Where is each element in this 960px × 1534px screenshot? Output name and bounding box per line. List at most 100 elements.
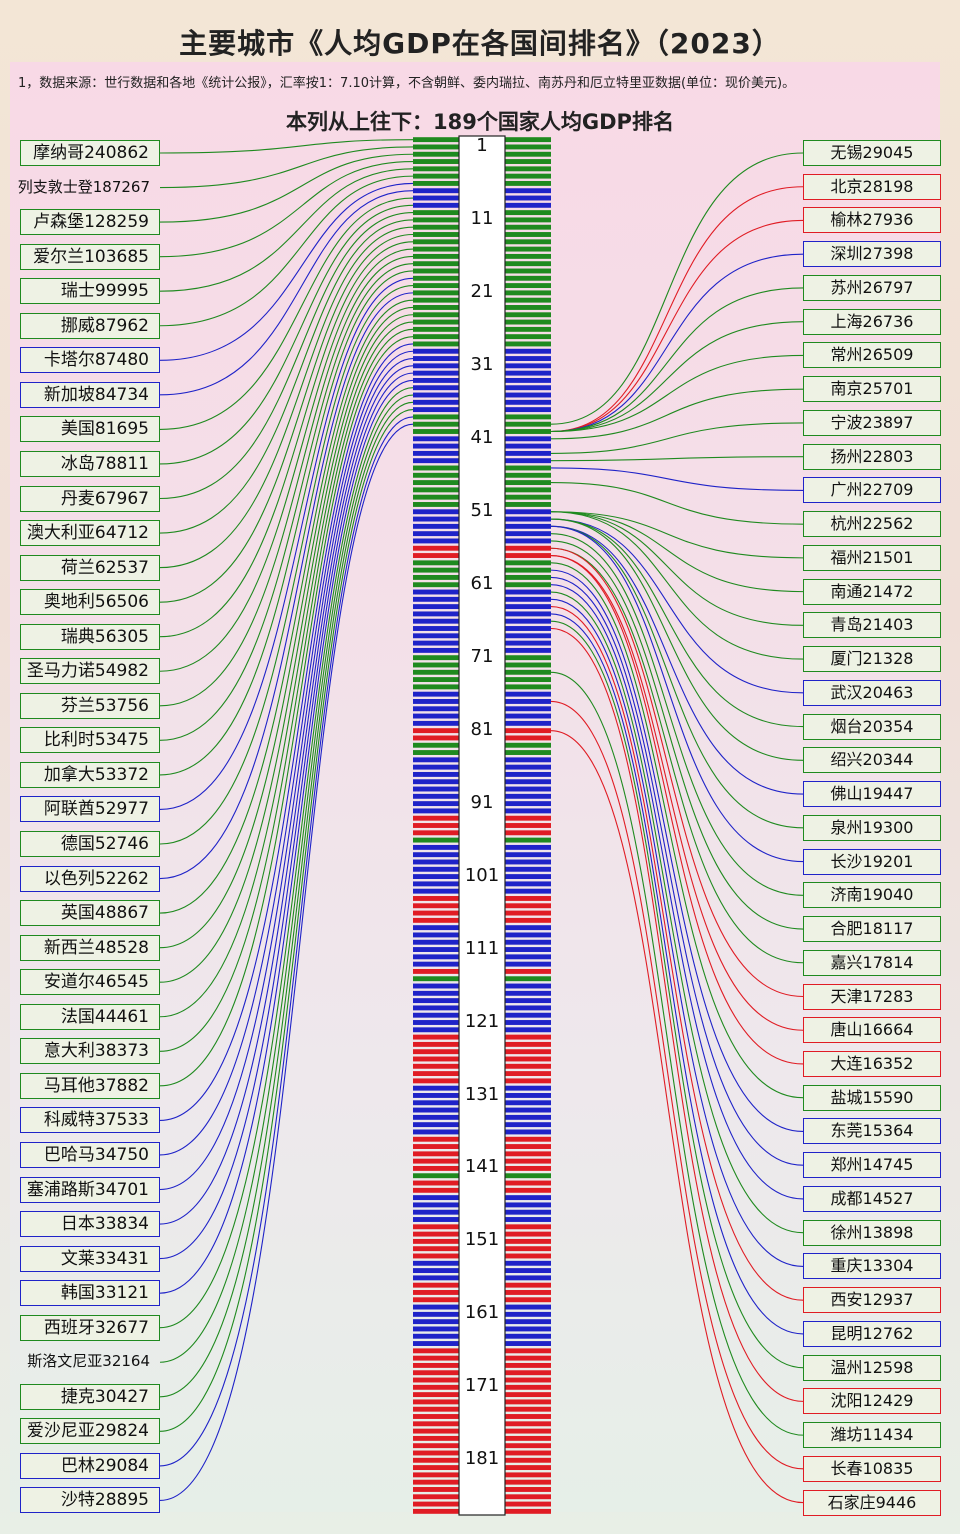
country-connector: [159, 263, 414, 741]
city-label: 合肥18117: [803, 916, 941, 943]
rank-stripe-left: [413, 1144, 459, 1149]
rank-stripe-left: [413, 253, 459, 259]
city-label: 盐城15590: [803, 1084, 941, 1111]
rank-stripe-left: [413, 1487, 459, 1492]
rank-stripe-right: [505, 356, 551, 361]
rank-tick-label: 161: [464, 1302, 500, 1324]
city-connector: [550, 518, 804, 694]
rank-stripe-right: [505, 1268, 551, 1274]
country-connector: [159, 365, 414, 1225]
rank-stripe-right: [505, 844, 551, 850]
rank-stripe-left: [413, 1362, 459, 1368]
rank-stripe-left: [413, 173, 459, 179]
source-note: 1，数据来源：世行数据和各地《统计公报》，汇率按1：7.10计算，不含朝鲜、委内…: [18, 76, 796, 91]
city-connector: [550, 613, 804, 1335]
country-connector: [159, 233, 414, 603]
rank-stripe-right: [505, 232, 551, 237]
rank-stripe-left: [413, 1071, 459, 1077]
rank-stripe-left: [413, 720, 459, 726]
country-label: 比利时53475: [20, 727, 160, 754]
rank-stripe-left: [413, 1326, 459, 1332]
city-connector: [550, 700, 804, 1470]
city-connector: [550, 518, 804, 728]
rank-stripe-left: [413, 1078, 459, 1084]
rank-stripe-left: [413, 436, 459, 442]
rank-stripe-left: [413, 1333, 459, 1339]
rank-stripe-right: [505, 1012, 551, 1018]
country-connector: [159, 175, 414, 327]
rank-stripe-left: [413, 450, 459, 456]
city-connector: [550, 422, 804, 454]
rank-stripe-right: [505, 224, 551, 230]
rank-tick-label: 101: [464, 864, 500, 886]
rank-stripe-right: [505, 1107, 551, 1113]
rank-stripe-left: [413, 217, 459, 223]
city-label: 苏州26797: [803, 274, 941, 301]
rank-stripe-right: [505, 837, 551, 843]
rank-stripe-left: [413, 1348, 459, 1354]
rank-stripe-right: [505, 888, 551, 894]
rank-stripe-left: [413, 998, 459, 1004]
city-connector: [550, 576, 804, 1166]
rank-stripe-right: [505, 1428, 551, 1434]
rank-stripe-left: [413, 348, 459, 354]
rank-stripe-left: [413, 735, 459, 741]
rank-stripe-left: [413, 647, 459, 653]
rank-stripe-right: [505, 436, 551, 442]
rank-stripe-right: [505, 1362, 551, 1368]
rank-stripe-left: [413, 983, 459, 989]
city-connector: [550, 671, 804, 1436]
country-connector: [159, 219, 414, 534]
city-label: 成都14527: [803, 1185, 941, 1212]
rank-stripe-right: [505, 407, 551, 413]
rank-stripe-right: [505, 1078, 551, 1084]
rank-stripe-right: [505, 1479, 551, 1485]
rank-stripe-right: [505, 655, 551, 661]
country-label: 芬兰53756: [20, 692, 160, 719]
rank-stripe-left: [413, 1165, 459, 1171]
rank-stripe-left: [413, 1136, 459, 1142]
rank-stripe-right: [505, 429, 551, 434]
rank-stripe-left: [413, 538, 459, 544]
rank-stripe-left: [413, 494, 459, 500]
city-label: 厦门21328: [803, 646, 941, 673]
rank-stripe-left: [413, 195, 459, 201]
city-connector: [550, 598, 804, 1267]
rank-stripe-left: [413, 910, 459, 916]
country-label: 爱尔兰103685: [20, 243, 160, 270]
rank-stripe-right: [505, 151, 551, 157]
rank-stripe-right: [505, 793, 551, 799]
rank-stripe-right: [505, 1341, 551, 1346]
city-connector: [550, 152, 804, 425]
city-label: 天津17283: [803, 983, 941, 1010]
city-label: 郑州14745: [803, 1152, 941, 1179]
country-label: 奥地利56506: [20, 589, 160, 616]
rank-stripe-right: [505, 1355, 551, 1361]
rank-stripe-left: [413, 1443, 459, 1449]
rank-stripe-left: [413, 574, 459, 580]
rank-stripe-left: [413, 1034, 459, 1040]
rank-stripe-left: [413, 1406, 459, 1412]
country-label: 英国48867: [20, 900, 160, 927]
rank-stripe-right: [505, 523, 551, 529]
rank-stripe-right: [505, 1238, 551, 1244]
rank-stripe-right: [505, 939, 551, 945]
rank-stripe-right: [505, 217, 551, 223]
rank-stripe-right: [505, 502, 551, 507]
rank-stripe-right: [505, 472, 551, 478]
city-connector: [550, 354, 804, 433]
rank-stripe-right: [505, 750, 551, 755]
rank-stripe-left: [413, 582, 459, 588]
rank-stripe-left: [413, 939, 459, 945]
rank-stripe-left: [413, 472, 459, 478]
rank-stripe-right: [505, 516, 551, 522]
rank-stripe-right: [505, 713, 551, 719]
city-connector: [550, 186, 804, 433]
city-label: 长沙19201: [803, 848, 941, 875]
rank-stripe-right: [505, 1457, 551, 1463]
city-connector: [550, 730, 804, 1504]
city-label: 广州22709: [803, 477, 941, 504]
country-connector: [159, 190, 414, 396]
city-label: 杭州22562: [803, 511, 941, 538]
country-connector: [159, 168, 414, 292]
